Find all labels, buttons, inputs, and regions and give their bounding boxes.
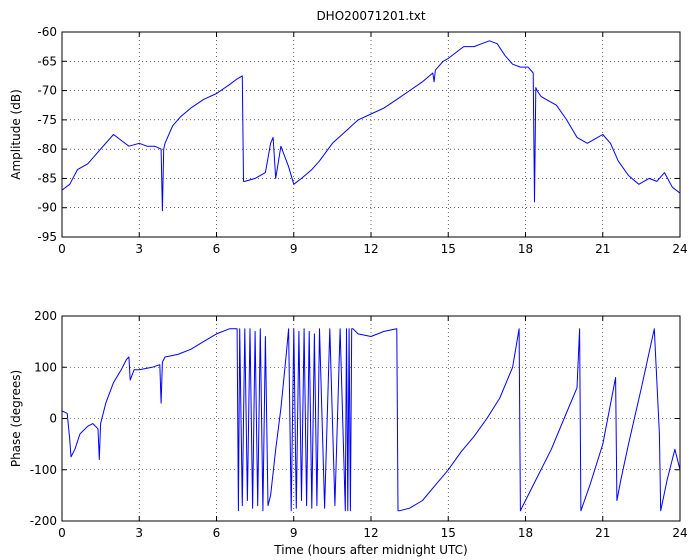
phase-x-tick-label: 12 <box>363 526 378 540</box>
phase-x-tick-label: 9 <box>290 526 298 540</box>
phase-x-tick-label: 6 <box>213 526 221 540</box>
phase-x-tick-label: 3 <box>135 526 143 540</box>
phase-x-tick-label: 15 <box>441 526 456 540</box>
amplitude-y-axis-label: Amplitude (dB) <box>9 89 23 180</box>
amplitude-title: DHO20071201.txt <box>316 9 425 23</box>
amplitude-x-tick-label: 21 <box>595 242 610 256</box>
amplitude-y-tick-label: -85 <box>37 171 57 185</box>
phase-y-axis-label: Phase (degrees) <box>9 370 23 467</box>
phase-y-tick-label: 100 <box>34 360 57 374</box>
phase-x-tick-label: 0 <box>58 526 66 540</box>
amplitude-plot-area <box>62 32 680 237</box>
phase-series-line <box>61 328 681 512</box>
amplitude-x-tick-label: 6 <box>213 242 221 256</box>
amplitude-x-tick-label: 0 <box>58 242 66 256</box>
phase-x-tick-label: 21 <box>595 526 610 540</box>
amplitude-x-tick-label: 9 <box>290 242 298 256</box>
amplitude-y-tick-label: -65 <box>37 54 57 68</box>
phase-x-axis-label: Time (hours after midnight UTC) <box>273 543 467 557</box>
phase-y-tick-label: -100 <box>30 463 57 477</box>
amplitude-y-tick-label: -60 <box>37 25 57 39</box>
amplitude-axes: 0 3 6 9 12 15 18 21 24 -95 -90 -85 -80 -75 -70 -65 -60 DH… <box>9 9 688 256</box>
phase-y-tick-label: 200 <box>34 309 57 323</box>
amplitude-x-tick-label: 18 <box>518 242 533 256</box>
phase-x-tick-label: 24 <box>672 526 687 540</box>
amplitude-y-tick-label: -95 <box>37 230 57 244</box>
amplitude-y-tick-label: -70 <box>37 84 57 98</box>
phase-x-tick-label: 18 <box>518 526 533 540</box>
amplitude-x-tick-label: 24 <box>672 242 687 256</box>
amplitude-y-tick-label: -75 <box>37 113 57 127</box>
amplitude-series-line <box>61 40 681 212</box>
amplitude-x-tick-label: 15 <box>441 242 456 256</box>
amplitude-y-tick-label: -90 <box>37 201 57 215</box>
phase-axes: 0 3 6 9 12 15 18 21 24 -200 -100 0 100 200 Phase (degr… <box>9 309 688 557</box>
amplitude-y-tick-label: -80 <box>37 142 57 156</box>
phase-y-tick-label: 0 <box>49 412 57 426</box>
amplitude-x-tick-label: 12 <box>363 242 378 256</box>
phase-y-tick-label: -200 <box>30 514 57 528</box>
amplitude-x-tick-label: 3 <box>135 242 143 256</box>
